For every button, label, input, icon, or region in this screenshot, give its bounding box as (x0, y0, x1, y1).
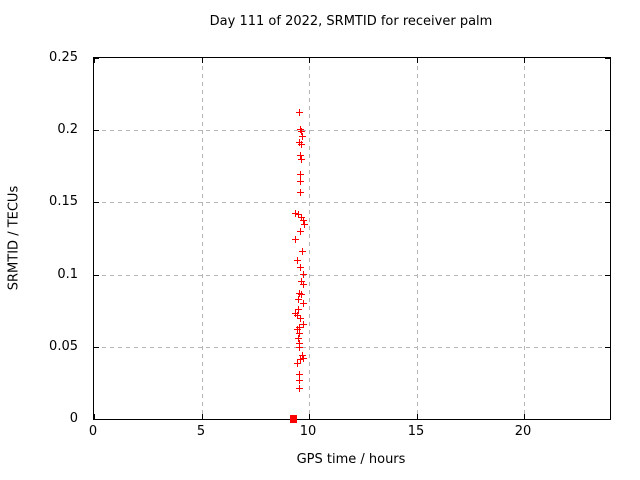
y-tick-mark (605, 275, 610, 276)
data-point-plus (296, 340, 303, 347)
x-tick-mark (417, 58, 418, 63)
data-point-plus (295, 296, 302, 303)
data-point-plus (301, 221, 308, 228)
y-tick-label: 0.05 (49, 339, 78, 354)
gridline-horizontal (94, 130, 610, 131)
chart-title: Day 111 of 2022, SRMTID for receiver pal… (209, 14, 493, 29)
data-point-plus (296, 290, 303, 297)
data-point-plus (297, 178, 304, 185)
x-tick-mark (94, 58, 95, 63)
y-tick-mark (605, 419, 610, 420)
x-tick-mark (309, 58, 310, 63)
y-axis-label: SRMTID / TECUs (6, 185, 22, 291)
y-tick-mark (94, 202, 99, 203)
y-tick-mark (94, 347, 99, 348)
data-point-plus (295, 306, 302, 313)
data-point-plus (300, 300, 307, 307)
data-point-plus (296, 344, 303, 351)
data-point-plus (297, 264, 304, 271)
gridline-vertical (524, 58, 525, 419)
data-point-plus (296, 377, 303, 384)
data-point-plus (296, 385, 303, 392)
y-tick-mark (605, 347, 610, 348)
data-point-plus (297, 171, 304, 178)
gridline-vertical (202, 58, 203, 419)
y-tick-mark (94, 58, 99, 59)
data-point-plus (299, 133, 306, 140)
x-tick-mark (309, 414, 310, 419)
y-tick-label: 0.2 (57, 122, 78, 137)
x-tick-mark (94, 414, 95, 419)
data-point-plus (298, 291, 305, 298)
data-point-plus (296, 109, 303, 116)
gridline-vertical (309, 58, 310, 419)
data-point-plus (292, 236, 299, 243)
data-point-plus (294, 312, 301, 319)
y-tick-mark (605, 130, 610, 131)
data-point-plus (297, 315, 304, 322)
plot-area (93, 57, 611, 423)
data-point-plus (292, 210, 299, 217)
data-point-plus (300, 355, 307, 362)
data-point-plus (298, 278, 305, 285)
data-point-plus (295, 211, 302, 218)
data-point-plus (298, 214, 305, 221)
data-point-plus (298, 128, 305, 135)
data-point-plus (299, 352, 306, 359)
data-point-plus (292, 310, 299, 317)
x-tick-mark (202, 414, 203, 419)
data-point-plus (300, 271, 307, 278)
gridline-horizontal (94, 275, 610, 276)
data-point-plus (300, 217, 307, 224)
x-tick-label: 15 (407, 424, 425, 439)
y-tick-label: 0 (69, 411, 78, 426)
data-point-plus (299, 248, 306, 255)
data-point-plus (296, 330, 303, 337)
data-point-plus (296, 139, 303, 146)
data-point-plus (297, 189, 304, 196)
x-tick-mark (524, 58, 525, 63)
gridline-horizontal (94, 202, 610, 203)
data-point-plus (300, 281, 307, 288)
x-tick-mark (202, 58, 203, 63)
data-point-plus (298, 156, 305, 163)
data-point-plus (297, 228, 304, 235)
y-tick-label: 0.1 (57, 267, 78, 282)
x-tick-mark (417, 414, 418, 419)
x-tick-label: 0 (88, 424, 98, 439)
data-point-plus (298, 141, 305, 148)
y-tick-mark (94, 419, 99, 420)
data-point-plus (297, 356, 304, 363)
gridline-vertical (417, 58, 418, 419)
x-tick-label: 5 (196, 424, 206, 439)
data-point-filled-square (290, 415, 297, 423)
data-point-plus (294, 326, 301, 333)
y-tick-label: 0.25 (49, 50, 78, 65)
data-point-plus (295, 335, 302, 342)
data-point-plus (296, 324, 303, 331)
x-tick-label: 20 (514, 424, 532, 439)
x-tick-label: 10 (299, 424, 317, 439)
y-tick-mark (605, 58, 610, 59)
data-point-plus (296, 371, 303, 378)
y-tick-label: 0.15 (49, 194, 78, 209)
data-point-plus (300, 321, 307, 328)
data-point-plus (297, 152, 304, 159)
data-point-plus (294, 360, 301, 367)
data-point-plus (297, 126, 304, 133)
y-tick-mark (605, 202, 610, 203)
gridline-horizontal (94, 347, 610, 348)
y-tick-mark (94, 275, 99, 276)
data-point-plus (294, 257, 301, 264)
x-tick-mark (524, 414, 525, 419)
y-tick-mark (94, 130, 99, 131)
x-axis-label: GPS time / hours (296, 452, 406, 467)
